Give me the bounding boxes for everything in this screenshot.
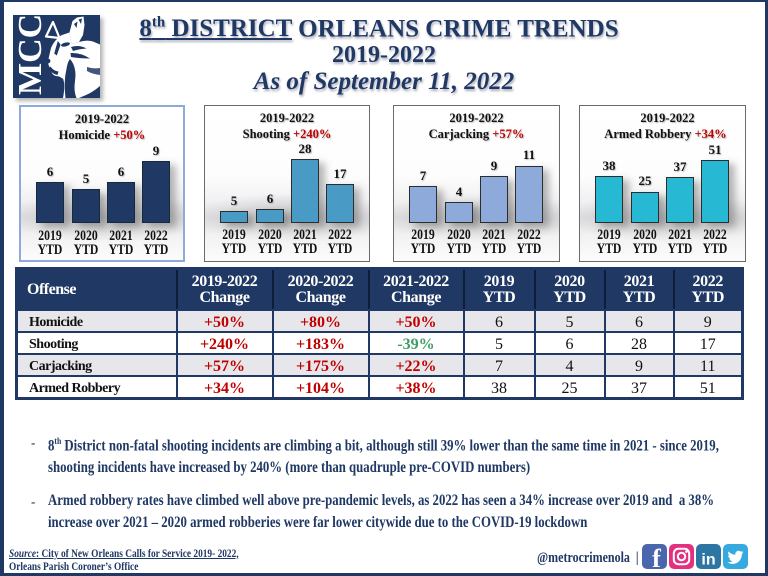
- svg-text:MCC: MCC: [13, 15, 49, 95]
- svg-text:in: in: [701, 552, 715, 569]
- svg-text:f: f: [652, 544, 661, 570]
